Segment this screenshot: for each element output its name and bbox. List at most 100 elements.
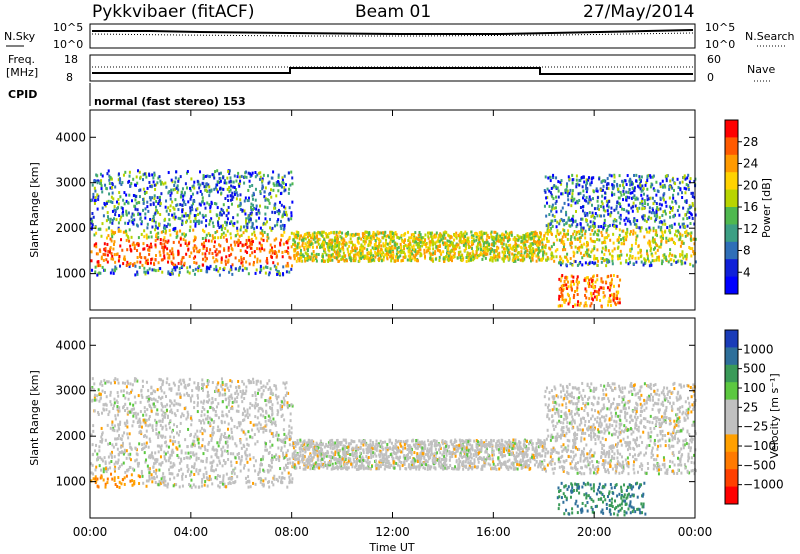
echo-cell xyxy=(576,182,579,186)
echo-cell xyxy=(638,206,641,210)
echo-cell xyxy=(167,206,170,210)
echo-cell xyxy=(289,419,292,423)
echo-cell xyxy=(677,192,680,196)
echo-cell xyxy=(353,233,356,237)
echo-cell xyxy=(312,253,315,257)
power-colorbar-swatch xyxy=(725,241,738,260)
echo-cell xyxy=(617,187,620,191)
echo-cell xyxy=(145,435,148,439)
echo-cell xyxy=(632,229,635,233)
echo-cell xyxy=(489,232,492,236)
echo-cell xyxy=(201,181,204,185)
echo-cell xyxy=(656,255,659,259)
echo-cell xyxy=(690,234,693,238)
echo-cell xyxy=(583,278,586,282)
echo-cell xyxy=(640,199,643,203)
echo-cell xyxy=(336,240,339,244)
echo-cell xyxy=(551,219,554,223)
echo-cell xyxy=(627,262,630,266)
echo-cell xyxy=(93,186,96,190)
echo-cell xyxy=(523,234,526,238)
echo-cell xyxy=(372,230,375,234)
echo-cell xyxy=(152,176,155,180)
echo-cell xyxy=(580,236,583,240)
echo-cell xyxy=(421,244,424,248)
echo-cell xyxy=(517,238,520,242)
echo-cell xyxy=(164,217,167,221)
echo-cell xyxy=(389,230,392,234)
echo-cell xyxy=(560,284,563,288)
echo-cell xyxy=(183,191,186,195)
echo-cell xyxy=(111,221,114,225)
echo-cell xyxy=(169,404,172,408)
echo-cell xyxy=(283,189,286,193)
echo-cell xyxy=(280,185,283,189)
echo-cell xyxy=(566,189,569,193)
echo-cell xyxy=(394,255,397,259)
echo-cell xyxy=(475,238,478,242)
echo-cell xyxy=(259,426,262,430)
echo-cell xyxy=(125,212,128,216)
echo-cell xyxy=(263,248,266,252)
echo-cell xyxy=(168,472,171,476)
echo-cell xyxy=(100,184,103,188)
echo-cell xyxy=(99,264,102,268)
echo-cell xyxy=(589,225,592,229)
echo-cell xyxy=(135,201,138,205)
echo-cell xyxy=(171,448,174,452)
echo-cell xyxy=(149,184,152,188)
echo-cell xyxy=(315,255,318,259)
echo-cell xyxy=(557,304,560,308)
echo-cell xyxy=(567,175,570,179)
echo-cell xyxy=(209,210,212,214)
echo-cell xyxy=(226,208,229,212)
echo-cell xyxy=(608,252,611,256)
echo-cell xyxy=(267,181,270,185)
echo-cell xyxy=(193,272,196,276)
echo-cell xyxy=(557,180,560,184)
echo-cell xyxy=(614,301,617,305)
echo-cell xyxy=(322,246,325,250)
echo-cell xyxy=(475,232,478,236)
echo-cell xyxy=(264,217,267,221)
echo-cell xyxy=(558,277,561,281)
echo-cell xyxy=(233,192,236,196)
echo-cell xyxy=(525,246,528,250)
echo-cell xyxy=(396,248,399,252)
echo-cell xyxy=(163,226,166,230)
echo-cell xyxy=(659,185,662,189)
echo-cell xyxy=(92,192,95,196)
echo-cell xyxy=(507,257,510,261)
echo-cell xyxy=(354,232,357,236)
echo-cell xyxy=(191,208,194,212)
echo-cell xyxy=(270,422,273,426)
echo-cell xyxy=(659,182,662,186)
echo-cell xyxy=(234,466,237,470)
echo-cell xyxy=(376,244,379,248)
echo-cell xyxy=(612,298,615,302)
echo-cell xyxy=(123,191,126,195)
echo-cell xyxy=(262,266,265,270)
echo-cell xyxy=(552,197,555,201)
echo-cell xyxy=(217,456,220,460)
echo-cell xyxy=(122,257,125,261)
echo-cell xyxy=(372,235,375,239)
echo-cell xyxy=(588,281,591,285)
echo-cell xyxy=(567,229,570,233)
echo-cell xyxy=(199,189,202,193)
echo-cell xyxy=(662,198,665,202)
echo-cell xyxy=(327,254,330,258)
echo-cell xyxy=(392,238,395,242)
echo-cell xyxy=(264,444,267,448)
echo-cell xyxy=(283,230,286,234)
echo-cell xyxy=(284,440,287,444)
echo-cell xyxy=(342,237,345,241)
echo-cell xyxy=(108,178,111,182)
freq-tick-bottom: 8 xyxy=(66,71,73,84)
echo-cell xyxy=(280,233,283,237)
echo-cell xyxy=(627,211,630,215)
echo-cell xyxy=(597,293,600,297)
echo-cell xyxy=(411,257,414,261)
echo-cell xyxy=(684,231,687,235)
echo-cell xyxy=(272,434,275,438)
